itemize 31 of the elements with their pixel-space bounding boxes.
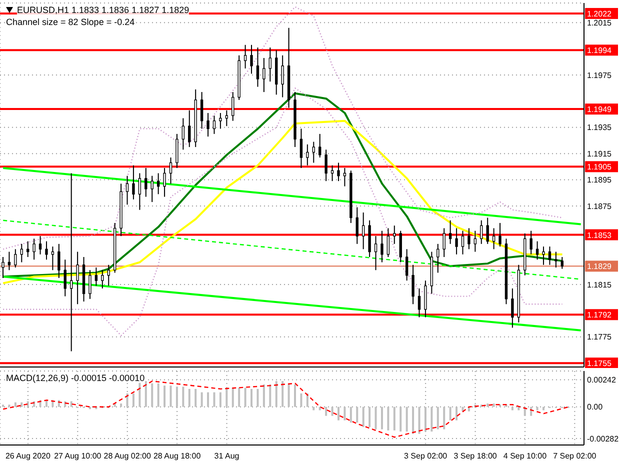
x-tick-label: 28 Aug 18:00 [153,452,202,461]
y-tick-label: 1.1875 [587,202,612,211]
y-tick-label: 1.2015 [587,18,612,28]
text: Channel size = 82 Slope = -0.24 [6,17,135,27]
ref-line-label: 1.1994 [587,46,612,56]
y-tick-label: 1.1815 [587,280,612,290]
y-tick-label: 1.1935 [587,123,612,132]
chart-title: EURUSD,H1 1.1833 1.1836 1.1827 1.1829 [17,5,190,15]
y-tick-label: -0.00282 [587,434,620,444]
x-tick-label: 3 Sep 18:00 [454,452,498,461]
x-tick-label: 4 Sep 10:00 [503,452,548,461]
x-tick-label: 27 Aug 10:00 [54,452,102,461]
x-tick-label: 7 Sep 02:00 [553,452,597,461]
x-tick-label: 31 Aug [214,452,240,461]
ref-line-label: 1.1905 [587,162,612,172]
ref-line-label: 1.2022 [587,9,612,18]
ref-line-label: 1.1949 [587,105,612,114]
ref-line-label: 1.1755 [587,359,612,368]
y-tick-label: 1.1975 [587,70,612,80]
y-tick-label: 1.1915 [587,149,612,158]
ref-line-label: 1.1853 [587,230,612,240]
x-tick-label: 3 Sep 02:00 [404,452,448,461]
chart-title: MACD(12,26,9) -0.00015 -0.00010 [6,373,145,383]
x-tick-label: 28 Aug 02:00 [104,452,152,461]
y-tick-label: 0.00 [587,402,604,412]
y-tick-label: 1.1895 [587,176,612,185]
y-tick-label: 1.1775 [587,332,612,342]
x-tick-label: 26 Aug 2020 [5,452,51,461]
ref-line-label: 1.1829 [587,262,612,272]
y-tick-label: 0.00242 [587,376,616,385]
ref-line-label: 1.1792 [587,310,612,320]
